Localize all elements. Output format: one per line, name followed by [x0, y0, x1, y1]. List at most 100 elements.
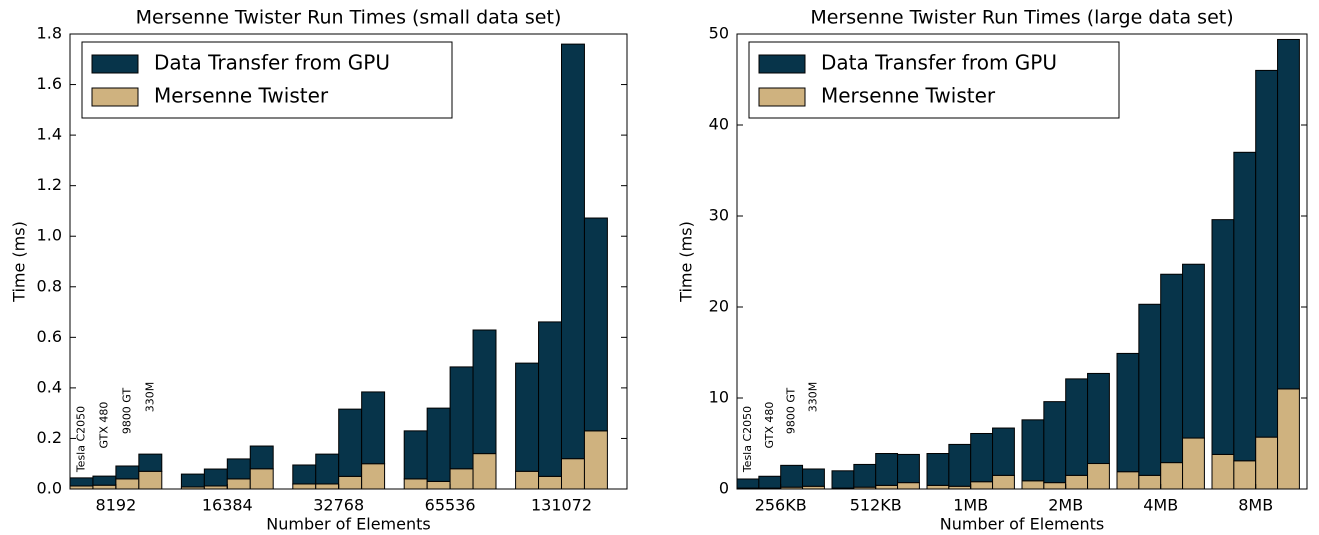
- x-axis-label: Number of Elements: [940, 515, 1104, 534]
- bar-segment: [583, 430, 608, 490]
- bar-segment: [1277, 38, 1300, 390]
- bar-segment: [515, 470, 540, 490]
- bar-segment: [992, 474, 1015, 490]
- legend-label: Mersenne Twister: [154, 84, 329, 108]
- x-tick-label: 2MB: [1048, 496, 1083, 515]
- y-tick-label: 0.2: [37, 428, 62, 447]
- bar-segment: [449, 468, 474, 490]
- bar-segment: [1087, 372, 1110, 465]
- bar-segment: [1065, 474, 1089, 490]
- x-tick-label: 131072: [531, 496, 592, 515]
- legend-swatch: [91, 54, 139, 74]
- bar-segment: [338, 475, 363, 490]
- bar-segment: [780, 464, 804, 488]
- bar-segment: [1160, 462, 1184, 490]
- bar-segment: [1116, 352, 1140, 473]
- bar-segment: [992, 427, 1015, 476]
- bar-segment: [1255, 436, 1279, 490]
- bar-segment: [1138, 474, 1162, 490]
- y-tick-label: 0.8: [37, 276, 62, 295]
- legend-box: [748, 41, 1120, 119]
- bar-label: 330M: [806, 382, 819, 413]
- chart-title: Mersenne Twister Run Times (small data s…: [136, 7, 562, 29]
- bar-segment: [560, 458, 585, 490]
- bar-segment: [226, 478, 251, 490]
- bar-segment: [583, 217, 608, 432]
- y-tick-label: 1.4: [37, 125, 62, 144]
- bar-segment: [92, 484, 117, 490]
- legend-label: Mersenne Twister: [821, 84, 996, 108]
- bar-label: Tesla C2050: [74, 406, 87, 473]
- y-tick-label: 1.0: [37, 226, 62, 245]
- bar-segment: [1233, 460, 1257, 490]
- x-tick-label: 8MB: [1238, 496, 1273, 515]
- bar-segment: [538, 475, 562, 490]
- bar-segment: [1043, 401, 1067, 484]
- bar-segment: [1182, 263, 1205, 439]
- legend-label: Data Transfer from GPU: [154, 51, 390, 75]
- bar-segment: [1277, 388, 1300, 490]
- x-tick-label: 4MB: [1143, 496, 1178, 515]
- bar-segment: [449, 366, 474, 470]
- bar-segment: [249, 468, 274, 490]
- bar-segment: [948, 443, 972, 487]
- bar-segment: [897, 482, 920, 490]
- bar-segment: [970, 432, 994, 483]
- bar-segment: [180, 473, 205, 488]
- bar-segment: [1021, 419, 1045, 482]
- y-tick-label: 1.8: [37, 24, 62, 43]
- chart-title: Mersenne Twister Run Times (large data s…: [810, 7, 1233, 29]
- bar-segment: [802, 468, 825, 487]
- bar-label: 330M: [143, 382, 156, 413]
- bar-label: Tesla C2050: [741, 406, 754, 473]
- bar-segment: [515, 362, 540, 472]
- bar-segment: [1021, 480, 1045, 490]
- bar-segment: [875, 484, 899, 490]
- bar-segment: [361, 391, 386, 465]
- bar-segment: [92, 475, 117, 486]
- bar-segment: [853, 463, 877, 488]
- bar-segment: [1138, 303, 1162, 476]
- bar-segment: [361, 463, 386, 490]
- bar-segment: [831, 470, 855, 489]
- bar-segment: [472, 329, 497, 455]
- bar-label: GTX 480: [763, 402, 776, 449]
- bar-segment: [736, 478, 760, 489]
- bar-segment: [1211, 453, 1235, 490]
- legend-box: [81, 41, 453, 119]
- y-tick-label: 30: [709, 206, 729, 225]
- y-tick-label: 1.6: [37, 74, 62, 93]
- bar-segment: [897, 453, 920, 484]
- bar-label: 9800 GT: [120, 388, 133, 435]
- bar-segment: [338, 408, 363, 477]
- bar-segment: [403, 430, 428, 480]
- bar-segment: [426, 480, 451, 490]
- bar-segment: [538, 321, 562, 477]
- x-axis-label: Number of Elements: [266, 515, 430, 534]
- bar-segment: [1160, 273, 1184, 464]
- y-tick-label: 0.4: [37, 377, 62, 396]
- bar-segment: [1065, 378, 1089, 476]
- bar-segment: [926, 453, 950, 486]
- bar-segment: [1211, 219, 1235, 455]
- bar-segment: [1182, 437, 1205, 490]
- y-tick-label: 1.2: [37, 175, 62, 194]
- bar-segment: [249, 445, 274, 470]
- y-tick-label: 50: [709, 24, 729, 43]
- bar-label: 9800 GT: [785, 388, 798, 435]
- bar-segment: [69, 477, 94, 487]
- y-tick-label: 40: [709, 115, 729, 134]
- x-tick-label: 65536: [425, 496, 476, 515]
- plot-frame: [69, 33, 628, 490]
- bar-segment: [1087, 463, 1110, 490]
- bar-segment: [875, 453, 899, 486]
- bar-segment: [926, 484, 950, 490]
- plot-frame: [736, 33, 1308, 490]
- x-tick-label: 8192: [96, 496, 137, 515]
- legend-swatch: [91, 87, 139, 107]
- legend-swatch: [758, 87, 806, 107]
- x-tick-label: 512KB: [850, 496, 902, 515]
- bar-segment: [403, 478, 428, 490]
